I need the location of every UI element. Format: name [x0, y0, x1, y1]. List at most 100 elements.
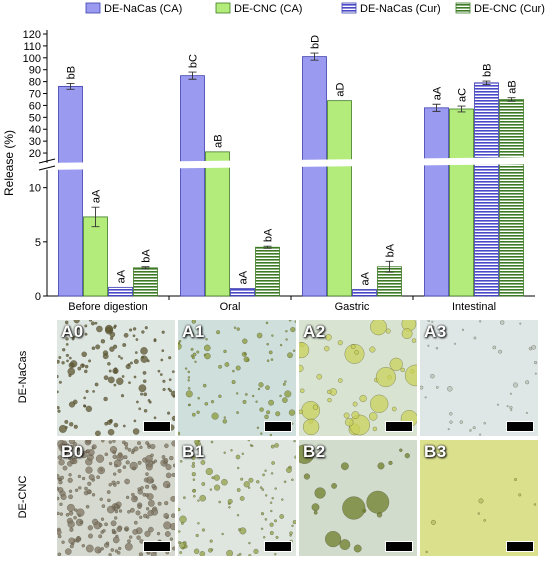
significance-label: bB	[482, 64, 494, 77]
legend-swatch	[341, 2, 357, 14]
error-bar	[482, 80, 491, 86]
y-tick-label: 60	[29, 100, 41, 112]
bar-de-cnc-ca	[83, 216, 108, 297]
micrograph-b2: B2	[299, 440, 417, 556]
bars: bB aA aA bA bC aB aA bA bD aD aA bA aA aC bB aB	[38, 35, 535, 297]
scale-bar	[264, 541, 292, 552]
y-tick-label: 5	[35, 237, 41, 249]
error-bar	[263, 245, 272, 249]
bar-de-nacas-ca	[58, 85, 83, 297]
y-tick-label: 30	[29, 136, 41, 148]
significance-label: aA	[238, 270, 250, 284]
micrograph-particles	[425, 477, 537, 554]
y-tick-label: 50	[29, 112, 41, 124]
micrograph-particles	[299, 444, 410, 553]
error-bar	[91, 206, 100, 228]
legend-swatch	[455, 2, 471, 14]
significance-label: bD	[310, 35, 322, 49]
scale-bar	[385, 421, 413, 432]
significance-label: bA	[263, 228, 275, 242]
micrograph-a0: A0	[57, 320, 175, 436]
y-axis-label: Release (%)	[2, 130, 16, 196]
legend-label: DE-CNC (Cur)	[474, 3, 545, 15]
scale-bar	[264, 421, 292, 432]
significance-label: aD	[335, 83, 347, 97]
legend: DE-NaCas (CA) DE-CNC (CA) DE-NaCas (Cur) DE…	[85, 2, 545, 15]
error-bar	[141, 266, 150, 270]
scale-bar	[385, 541, 413, 552]
y-tick-label: 90	[29, 65, 41, 77]
significance-label: bA	[385, 243, 397, 257]
bar-de-nacas-cur	[352, 289, 377, 297]
significance-label: bB	[66, 66, 78, 79]
significance-label: aA	[360, 271, 372, 285]
scale-bar	[506, 541, 534, 552]
legend-swatch	[215, 2, 231, 14]
micrograph-a1: A1	[178, 320, 296, 436]
micrograph-particles	[420, 320, 538, 436]
significance-label: aB	[507, 80, 519, 93]
significance-label: bA	[141, 249, 153, 263]
y-tick-label: 80	[29, 77, 41, 89]
micrograph-particles	[178, 440, 296, 556]
bar-de-cnc-ca	[327, 100, 352, 297]
panel-label: B0	[61, 442, 84, 461]
y-tick-label: 100	[23, 53, 41, 65]
significance-label: aA	[116, 269, 128, 283]
error-bar	[310, 52, 319, 61]
micrograph-b0: B0	[57, 440, 175, 556]
panel-label: B1	[182, 442, 205, 461]
micrograph-b1: B1	[178, 440, 296, 556]
row-label-na-cas: DE-NaCas	[17, 350, 29, 404]
legend-label: DE-CNC (CA)	[234, 3, 302, 15]
micrograph-b3: B3	[420, 440, 538, 556]
y-tick-label: 120	[23, 29, 41, 41]
micrograph-particles	[57, 440, 175, 556]
error-bar	[457, 105, 466, 113]
error-bar	[507, 97, 516, 102]
x-category-label: Before digestion	[68, 301, 148, 313]
y-tick-label: 20	[29, 148, 41, 160]
error-bar	[432, 103, 441, 112]
micrograph-a3: A3	[420, 320, 538, 436]
bar-de-nacas-cur	[108, 286, 133, 297]
scale-bar	[143, 541, 171, 552]
panel-label: B3	[424, 442, 447, 461]
micrograph-grid: DE-NaCas DE-CNC A0 A1 A2 A3 B0 B1 B2 B3	[0, 318, 550, 564]
significance-label: bC	[188, 54, 200, 68]
significance-label: aC	[457, 88, 469, 102]
legend-label: DE-NaCas (Cur)	[360, 3, 441, 15]
row-label-cnc: DE-CNC	[17, 475, 29, 519]
bar-de-nacas-ca	[302, 56, 327, 297]
error-bar	[66, 82, 75, 90]
axis-break	[38, 157, 535, 171]
micrograph-particles	[299, 320, 417, 436]
panel-label: B2	[303, 442, 326, 461]
bar-de-nacas-cur	[474, 82, 499, 297]
panel-label: A3	[424, 322, 447, 341]
y-tick-label: 70	[29, 89, 41, 101]
micrograph-particles	[57, 320, 175, 436]
panel-label: A1	[182, 322, 205, 341]
x-category-label: Gastric	[335, 301, 370, 313]
bar-de-cnc-ca	[205, 151, 230, 297]
legend-label: DE-NaCas (CA)	[104, 3, 182, 15]
bar-de-cnc-cur	[133, 267, 158, 297]
y-tick-label: 110	[23, 41, 41, 53]
y-tick-label: 10	[29, 183, 41, 195]
significance-label: aA	[91, 189, 103, 203]
y-tick-label: 0	[35, 291, 41, 303]
bar-de-nacas-cur	[230, 288, 255, 297]
panel-label: A0	[61, 322, 84, 341]
significance-label: aA	[432, 86, 444, 100]
scale-bar	[506, 421, 534, 432]
micrograph-particles	[178, 320, 296, 436]
significance-label: aB	[213, 134, 225, 147]
bar-de-nacas-ca	[424, 107, 449, 297]
bar-de-cnc-cur	[255, 246, 280, 297]
x-category-label: Intestinal	[452, 301, 496, 313]
bar-de-cnc-ca	[449, 108, 474, 297]
scale-bar	[143, 421, 171, 432]
legend-swatch	[85, 2, 101, 14]
